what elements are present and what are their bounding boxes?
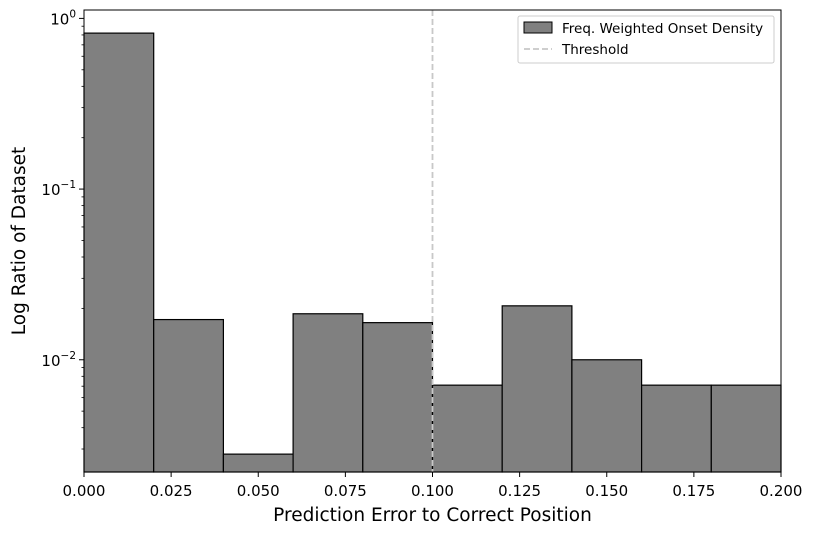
x-axis-title: Prediction Error to Correct Position [273,505,592,526]
y-tick-label: 100 [50,8,76,28]
histogram-bar [501,305,573,473]
legend-label-bar: Freq. Weighted Onset Density [562,21,763,37]
y-tick-label: 10−1 [41,179,76,199]
legend-box [517,15,775,64]
legend-swatch-bar [523,21,553,34]
x-tick-label: 0.025 [150,482,193,500]
legend: Freq. Weighted Onset Density Threshold [517,15,775,64]
x-tick-label: 0.125 [498,482,541,500]
histogram-bar [710,384,782,473]
y-tick-label: 10−2 [41,350,76,370]
y-axis-title: Log Ratio of Dataset [9,147,30,335]
x-tick-label: 0.100 [411,482,454,500]
histogram-bar [571,359,643,473]
histogram-bar [362,322,434,473]
histogram-bar [640,384,712,473]
bars-group [83,32,782,473]
legend-label-threshold: Threshold [561,42,629,58]
x-axis: 0.000 0.025 0.050 0.075 0.100 0.125 0.150 0.175… [63,472,803,500]
x-tick-label: 0.200 [760,482,803,500]
histogram-bar [222,453,294,473]
x-tick-label: 0.050 [237,482,280,500]
x-tick-label: 0.150 [585,482,628,500]
x-tick-label: 0.075 [324,482,367,500]
histogram-bar [153,318,224,473]
y-axis: 100 10−1 10−2 [41,8,84,450]
x-tick-label: 0.175 [672,482,715,500]
histogram-bar [431,384,503,473]
x-tick-label: 0.000 [63,482,106,500]
histogram-bar [292,313,364,473]
histogram-bar [83,32,155,473]
